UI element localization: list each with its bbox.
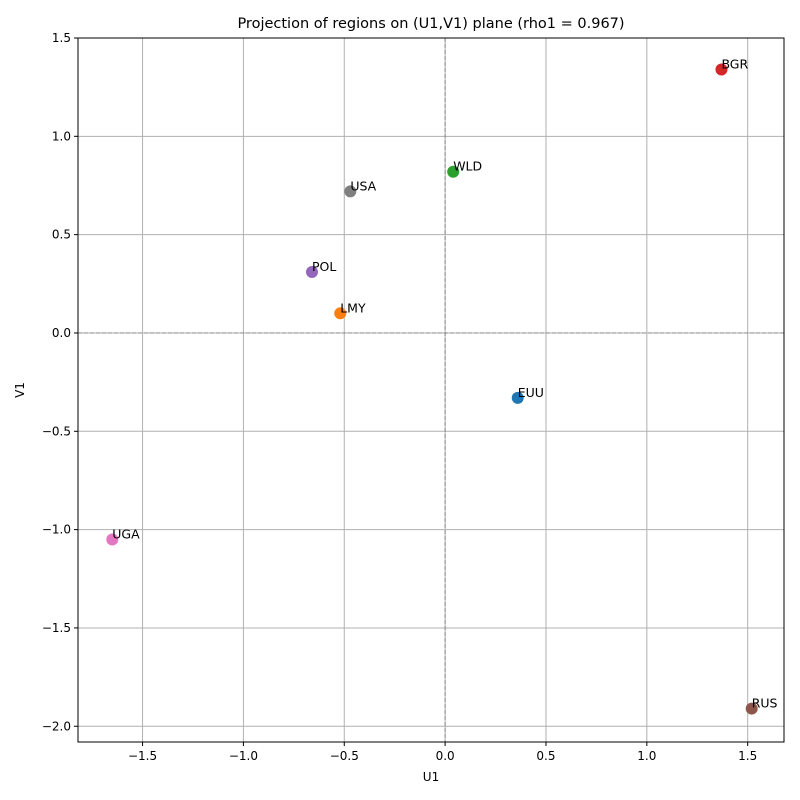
y-tick-label: −0.5 bbox=[42, 424, 71, 438]
x-tick-label: 1.0 bbox=[637, 749, 656, 763]
point-label-usa: USA bbox=[350, 178, 376, 193]
point-label-rus: RUS bbox=[752, 696, 778, 711]
x-tick-label: −1.0 bbox=[229, 749, 258, 763]
x-axis-label: U1 bbox=[423, 770, 439, 784]
data-point-wld bbox=[447, 165, 460, 178]
data-point-lmy bbox=[334, 307, 347, 320]
data-point-rus bbox=[745, 702, 758, 715]
plot-area: −1.5 −1.0 −0.5 0.0 0.5 1.0 1.5 −2.0 −1.5 −1.0 −0.5… bbox=[42, 31, 785, 763]
x-tick-label: 0.0 bbox=[436, 749, 455, 763]
x-tick-label: −0.5 bbox=[330, 749, 359, 763]
y-tick-label: 0.5 bbox=[52, 228, 71, 242]
point-label-pol: POL bbox=[312, 259, 336, 274]
point-label-lmy: LMY bbox=[340, 300, 366, 315]
y-tick-label: −1.5 bbox=[42, 621, 71, 635]
axes-frame bbox=[77, 37, 785, 743]
point-label-euu: EUU bbox=[518, 385, 544, 400]
x-tick-label: 0.5 bbox=[536, 749, 555, 763]
data-point-euu bbox=[511, 391, 524, 404]
x-tick-label: 1.5 bbox=[738, 749, 757, 763]
data-point-pol bbox=[305, 266, 318, 279]
y-tick-label: 1.5 bbox=[52, 31, 71, 45]
y-tick-label: −1.0 bbox=[42, 523, 71, 537]
point-label-uga: UGA bbox=[112, 526, 140, 541]
data-point-bgr bbox=[715, 63, 728, 76]
y-tick-label: 1.0 bbox=[52, 129, 71, 143]
y-axis-label: V1 bbox=[13, 382, 27, 398]
chart-title: Projection of regions on (U1,V1) plane (… bbox=[237, 16, 624, 32]
y-tick-label: −2.0 bbox=[42, 719, 71, 733]
y-tick-label: 0.0 bbox=[52, 326, 71, 340]
data-point-usa bbox=[344, 185, 357, 198]
x-tick-label: −1.5 bbox=[128, 749, 157, 763]
point-label-wld: WLD bbox=[453, 159, 482, 174]
point-label-bgr: BGR bbox=[721, 56, 748, 71]
data-point-uga bbox=[106, 533, 119, 546]
